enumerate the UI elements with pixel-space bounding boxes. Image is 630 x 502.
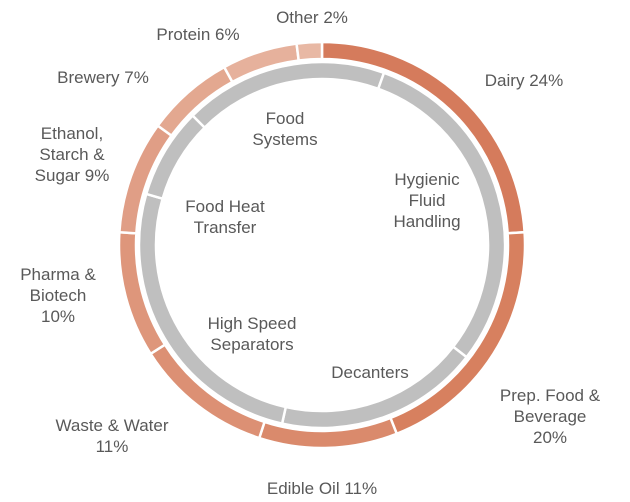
segment-label: Ethanol, Starch & Sugar 9%	[25, 123, 120, 186]
inner-segment	[144, 113, 207, 201]
segment-label: Protein 6%	[138, 24, 258, 45]
segment-label: Decanters	[315, 362, 425, 383]
label-text: Edible Oil	[266, 479, 340, 498]
segment-label: Pharma & Biotech 10%	[8, 264, 108, 327]
label-text: Other	[276, 8, 319, 27]
label-text: 11%	[95, 437, 129, 456]
segment-label: Dairy 24%	[454, 70, 594, 91]
label-text: Ethanol, Starch & Sugar	[34, 124, 105, 185]
segment-label: Other 2%	[262, 7, 362, 28]
segment-label: Hygienic Fluid Handling	[382, 169, 472, 232]
segment-label: Edible Oil 11%	[242, 478, 402, 499]
label-text: Pharma & Biotech	[20, 265, 96, 305]
inner-segment	[280, 344, 469, 430]
label-text: 2%	[323, 8, 348, 27]
segment-label: Brewery 7%	[38, 67, 168, 88]
label-text: Brewery	[57, 68, 120, 87]
label-text: Protein	[156, 25, 211, 44]
label-text: Decanters	[331, 363, 409, 382]
label-text: 6%	[215, 25, 240, 44]
label-text: 20%	[532, 428, 568, 447]
label-text: Food Systems	[252, 109, 318, 149]
label-text: 10%	[40, 307, 76, 326]
outer-segment	[295, 40, 324, 62]
segment-label: Food Systems	[245, 108, 325, 150]
label-text: High Speed Separators	[207, 314, 297, 354]
segment-label: Prep. Food & Beverage 20%	[485, 385, 615, 448]
label-text: 7%	[124, 68, 149, 87]
segment-label: High Speed Separators	[192, 313, 312, 355]
label-text: 9%	[84, 166, 110, 185]
label-text: 24%	[529, 71, 564, 90]
label-text: Prep. Food & Beverage	[499, 386, 601, 426]
segment-label: Waste & Water 11%	[32, 415, 192, 457]
label-text: Dairy	[484, 71, 525, 90]
label-text: Food Heat Transfer	[185, 197, 265, 237]
label-text: Waste & Water	[55, 416, 169, 435]
label-text: Hygienic Fluid Handling	[393, 170, 461, 231]
segment-label: Food Heat Transfer	[170, 196, 280, 238]
label-text: 11%	[344, 479, 378, 498]
